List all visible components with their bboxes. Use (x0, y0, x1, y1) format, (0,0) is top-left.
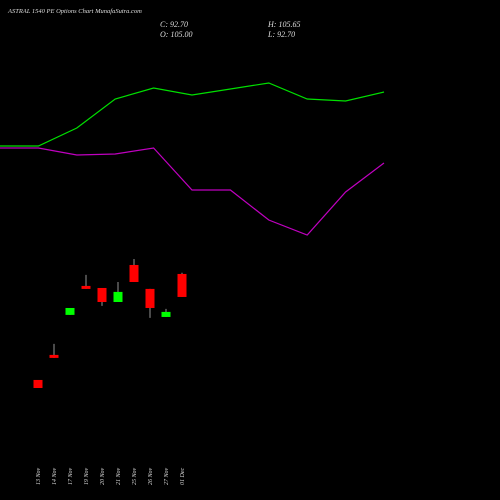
x-tick-label: 25 Nov (132, 467, 138, 485)
chart-title: ASTRAL 1540 PE Options Chart MunafaSutra… (7, 8, 142, 15)
low-text: L: 92.70 (267, 30, 295, 39)
open-text: O: 105.00 (160, 30, 192, 39)
candle-body (177, 273, 187, 297)
x-tick-label: 21 Nov (116, 467, 122, 485)
x-tick-label: 01 Dec (180, 468, 186, 485)
indicator-line (0, 147, 385, 236)
x-tick-label: 13 Nov (36, 467, 42, 485)
indicator-line (0, 82, 385, 147)
x-tick-label: 19 Nov (84, 467, 90, 485)
candle-body (49, 354, 59, 358)
x-tick-label: 17 Nov (68, 467, 74, 485)
candle-body (33, 379, 43, 388)
candle-body (97, 287, 107, 302)
candle-body (113, 291, 123, 302)
candle-body (145, 288, 155, 308)
x-tick-label: 27 Nov (164, 467, 170, 485)
candle-body (65, 307, 75, 315)
x-tick-label: 20 Nov (100, 467, 106, 485)
candle-body (129, 264, 139, 282)
high-text: H: 105.65 (267, 20, 300, 29)
candle-body (161, 311, 171, 317)
x-tick-label: 14 Nov (51, 467, 58, 485)
x-tick-label: 26 Nov (148, 467, 154, 485)
candle-body (81, 285, 91, 289)
close-text: C: 92.70 (160, 20, 188, 29)
